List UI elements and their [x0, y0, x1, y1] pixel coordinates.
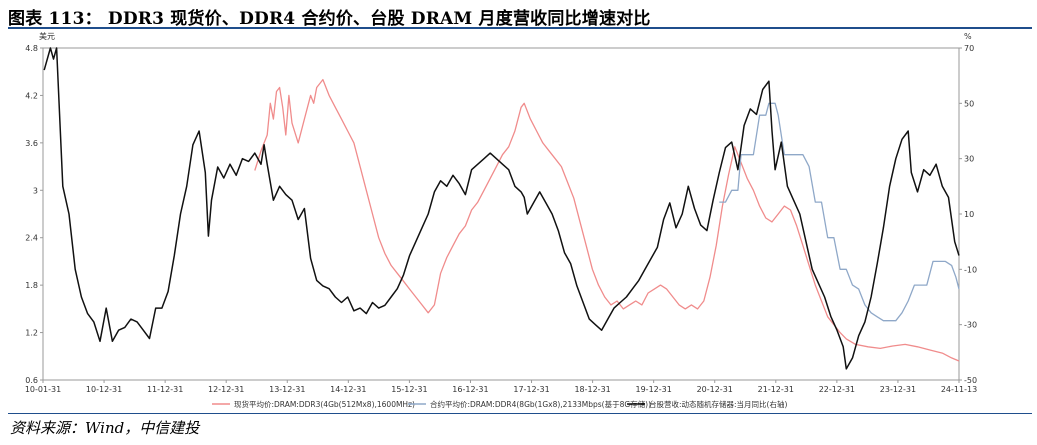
chart-title: 图表 113： DDR3 现货价、DDR4 合约价、台股 DRAM 月度营收同比… [8, 9, 651, 29]
x-tick-label: 17-12-31 [513, 385, 549, 394]
right-tick-label: -50 [964, 376, 977, 385]
right-tick-label: -10 [964, 265, 977, 274]
x-tick-label: 16-12-31 [452, 385, 488, 394]
ddr3-spot-price-line [254, 78, 960, 362]
left-tick-label: 1.8 [25, 281, 38, 290]
x-tick-label: 20-12-31 [697, 385, 733, 394]
legend-label: 台股营收:动态随机存储器:当月同比(右轴) [649, 399, 787, 409]
title-rule [8, 27, 1032, 29]
left-tick-label: 4.2 [25, 91, 38, 100]
x-tick-label: 18-12-31 [574, 385, 610, 394]
left-axis-unit: 美元 [39, 31, 55, 41]
left-axis-ticks: 0.6 1.2 1.8 2.4 3 3.6 4.2 4.8 [25, 44, 43, 385]
right-tick-label: 30 [964, 155, 974, 164]
x-tick-label: 22-12-31 [819, 385, 855, 394]
x-tick-label: 24-11-13 [941, 385, 977, 394]
legend: 现货平均价:DRAM:DDR3(4Gb(512Mx8),1600MHz) 合约平均… [212, 399, 787, 409]
right-tick-label: 10 [964, 210, 974, 219]
ddr4-contract-price-line [719, 102, 960, 322]
x-tick-label: 19-12-31 [636, 385, 672, 394]
left-tick-label: 4.8 [25, 44, 38, 53]
dram-revenue-yoy-line [43, 47, 960, 370]
source-rule [8, 413, 1032, 414]
x-axis-ticks: 10-01-31 10-12-31 11-12-31 12-12-31 13-12-31… [25, 380, 977, 394]
source-note: 资料来源：Wind，中信建投 [10, 419, 200, 437]
right-tick-label: 70 [964, 44, 974, 53]
right-axis-ticks: -50 -30 -10 10 30 50 70 [959, 44, 977, 385]
legend-label: 合约平均价:DRAM:DDR4(8Gb(1Gx8),2133Mbps(基于8G存… [430, 399, 651, 409]
x-tick-label: 13-12-31 [269, 385, 305, 394]
left-tick-label: 3.6 [25, 139, 38, 148]
left-tick-label: 3 [33, 186, 38, 195]
x-tick-label: 11-12-31 [147, 385, 183, 394]
x-tick-label: 12-12-31 [208, 385, 244, 394]
left-tick-label: 2.4 [25, 234, 38, 243]
x-tick-label: 14-12-31 [330, 385, 366, 394]
right-axis-unit: % [964, 32, 972, 41]
left-tick-label: 0.6 [25, 376, 38, 385]
x-tick-label: 10-01-31 [25, 385, 61, 394]
right-tick-label: -30 [964, 321, 977, 330]
x-tick-label: 15-12-31 [391, 385, 427, 394]
x-tick-label: 23-12-31 [880, 385, 916, 394]
x-tick-label: 10-12-31 [86, 385, 122, 394]
legend-label: 现货平均价:DRAM:DDR3(4Gb(512Mx8),1600MHz) [234, 399, 415, 409]
line-chart: 0.6 1.2 1.8 2.4 3 3.6 4.2 4.8 -50 -30 -10 10 30 50 70… [25, 31, 977, 409]
series-lines [43, 47, 960, 370]
right-tick-label: 50 [964, 99, 974, 108]
left-tick-label: 1.2 [25, 329, 38, 338]
x-tick-label: 21-12-31 [758, 385, 794, 394]
